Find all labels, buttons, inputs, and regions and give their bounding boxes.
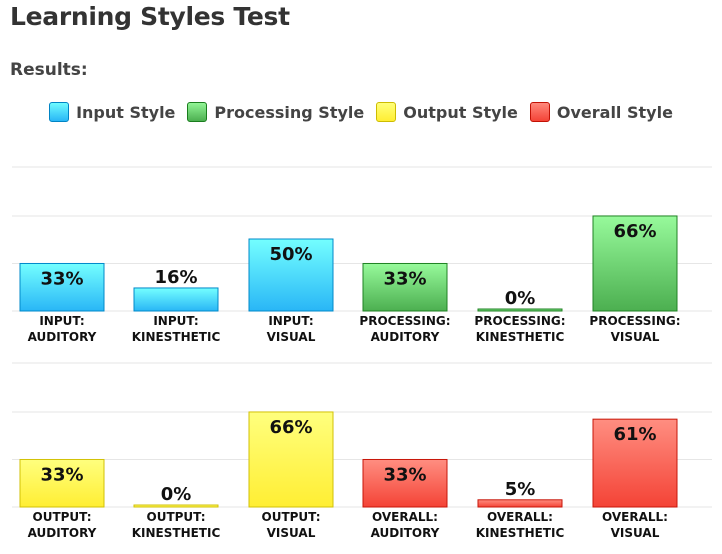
bar-value-label: 66%: [269, 417, 312, 438]
bar-value-label: 0%: [161, 484, 192, 505]
category-label: INPUT:: [39, 314, 84, 328]
bar-value-label: 33%: [40, 268, 83, 289]
results-heading: Results:: [10, 60, 88, 80]
bar-overall-auditory: [362, 458, 448, 508]
legend-swatch-output: [376, 102, 397, 122]
category-label: OVERALL:: [602, 510, 668, 524]
category-label: PROCESSING:: [359, 314, 450, 328]
bar-value-label: 50%: [269, 244, 312, 265]
category-label: OUTPUT:: [33, 510, 92, 524]
category-label: VISUAL: [611, 330, 660, 344]
legend-label-input: Input Style: [76, 102, 176, 122]
legend-label-overall: Overall Style: [556, 102, 673, 122]
category-label: AUDITORY: [28, 526, 97, 540]
bar-processing-visual: [592, 215, 678, 312]
category-label: OUTPUT:: [262, 510, 321, 524]
category-label: OUTPUT:: [147, 510, 206, 524]
legend-item-output: Output Style: [376, 102, 518, 122]
category-label: VISUAL: [267, 330, 316, 344]
category-label: PROCESSING:: [474, 314, 565, 328]
chart-panel-1: 33% INPUT: AUDITORY 16% INPUT: KINESTHETIC 50%…: [12, 166, 712, 344]
bar-processing-auditory: [362, 262, 448, 312]
chart-legend: Input Style Processing Style Output Styl…: [0, 102, 722, 122]
category-label: AUDITORY: [371, 526, 440, 540]
bar-value-label: 33%: [40, 464, 83, 485]
category-label: AUDITORY: [371, 330, 440, 344]
category-label: OVERALL:: [487, 510, 553, 524]
category-label: AUDITORY: [28, 330, 97, 344]
legend-item-processing: Processing Style: [187, 102, 364, 122]
page-title: Learning Styles Test: [10, 2, 290, 31]
bar-input-auditory: [19, 262, 105, 312]
category-label: OVERALL:: [372, 510, 438, 524]
bar-value-label: 5%: [505, 479, 536, 500]
bar-value-label: 0%: [505, 288, 536, 309]
legend-swatch-processing: [187, 102, 208, 122]
bar-output-auditory: [19, 458, 105, 508]
bar-input-visual: [248, 238, 334, 312]
category-label: KINESTHETIC: [476, 330, 565, 344]
bar-output-visual: [248, 411, 334, 508]
category-label: KINESTHETIC: [476, 526, 565, 540]
category-label: KINESTHETIC: [132, 330, 221, 344]
bar-value-label: 66%: [613, 221, 656, 242]
legend-swatch-input: [49, 102, 70, 122]
category-label: PROCESSING:: [589, 314, 680, 328]
legend-item-input: Input Style: [49, 102, 175, 122]
bar-value-label: 33%: [383, 464, 426, 485]
bar-value-label: 16%: [154, 267, 197, 288]
legend-label-output: Output Style: [403, 102, 518, 122]
category-label: VISUAL: [611, 526, 660, 540]
bar-overall-kinesthetic: [477, 499, 563, 508]
chart-panel-2: 33% OUTPUT: AUDITORY 0% OUTPUT: KINESTHETIC 66…: [12, 362, 712, 540]
bar-value-label: 33%: [383, 268, 426, 289]
category-label: VISUAL: [267, 526, 316, 540]
bar-input-kinesthetic: [133, 287, 219, 312]
legend-item-overall: Overall Style: [529, 102, 673, 122]
legend-swatch-overall: [529, 102, 550, 122]
bar-processing-kinesthetic: [477, 308, 563, 312]
category-label: INPUT:: [268, 314, 313, 328]
bar-output-kinesthetic: [133, 504, 219, 508]
category-label: KINESTHETIC: [132, 526, 221, 540]
category-label: INPUT:: [153, 314, 198, 328]
bar-overall-visual: [592, 418, 678, 508]
legend-label-processing: Processing Style: [214, 102, 365, 122]
bar-value-label: 61%: [613, 424, 656, 445]
